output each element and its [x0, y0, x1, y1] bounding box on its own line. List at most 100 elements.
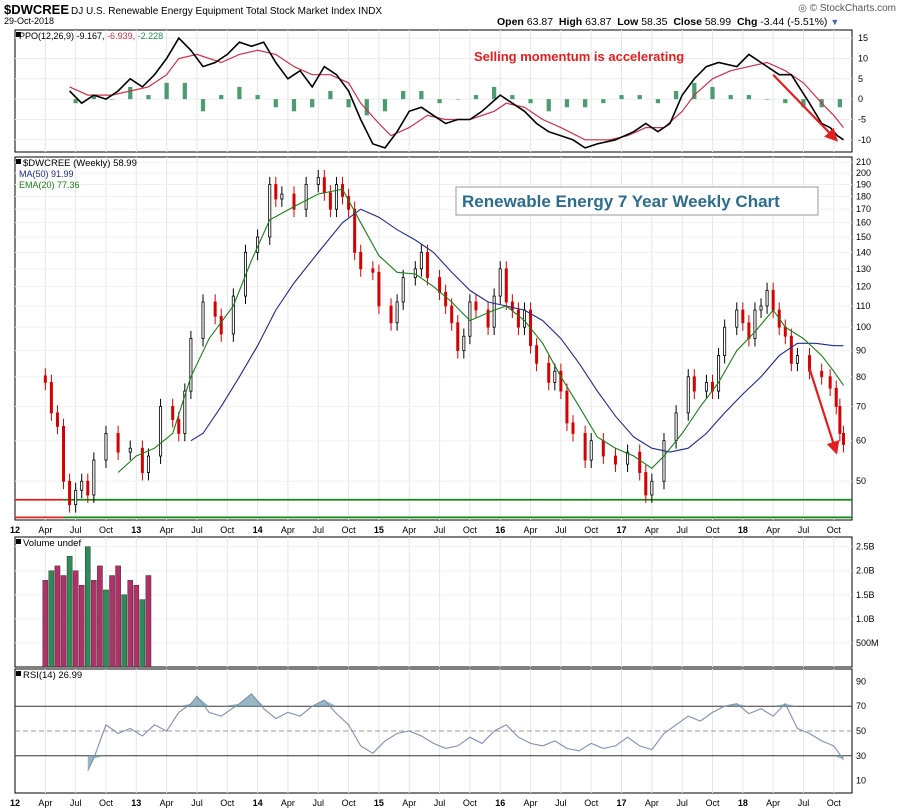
candle-body — [650, 480, 654, 496]
price-tick-label: 130 — [856, 264, 871, 274]
candle-body — [789, 335, 793, 364]
ppo-histogram-bar — [692, 82, 697, 100]
watermark: ◎ © StockCharts.com — [798, 3, 896, 14]
candle-body — [583, 433, 587, 461]
candle-body — [571, 422, 575, 434]
bottom-time-axis-label: 14 — [253, 798, 263, 808]
stockcharts-logo-icon: ◎ — [798, 3, 807, 14]
candle-body — [43, 375, 47, 383]
ppo-histogram-bar — [401, 91, 406, 100]
ppo-histogram-bar — [291, 99, 297, 112]
time-axis-label: Jul — [555, 525, 567, 535]
time-axis-label: Oct — [705, 525, 720, 535]
time-axis-label: 14 — [253, 525, 263, 535]
volume-bar — [133, 584, 140, 668]
candle-body — [474, 301, 478, 311]
ppo-histogram-bar — [255, 95, 260, 100]
price-tick-label: 100 — [856, 322, 871, 332]
ppo-annotation: Selling momentum is accelerating — [474, 49, 684, 64]
price-tick-label: 190 — [856, 179, 871, 189]
candle-body — [759, 305, 763, 311]
ppo-histogram-bar — [673, 91, 679, 100]
candle-body — [292, 193, 296, 210]
bottom-time-axis-label: 18 — [738, 798, 748, 808]
ppo-panel-frame — [14, 29, 853, 153]
ppo-histogram-bar — [619, 95, 624, 100]
volume-bar — [91, 580, 97, 668]
candle-body — [771, 289, 775, 311]
time-axis-label: Apr — [645, 525, 659, 535]
rsi-overbought-fill — [196, 696, 210, 707]
candle-body — [535, 345, 539, 364]
candle-body — [553, 370, 557, 383]
time-axis-label: Oct — [584, 525, 599, 535]
price-legend-marker — [16, 159, 21, 164]
price-tick-label: 60 — [856, 436, 866, 446]
candle-body — [425, 251, 429, 278]
candle-body — [274, 184, 278, 200]
bottom-time-axis-label: Jul — [313, 798, 325, 808]
candle-body — [268, 184, 272, 238]
time-axis-label: Jul — [676, 525, 688, 535]
bottom-time-axis-label: Apr — [766, 798, 780, 808]
candle-body — [92, 459, 96, 496]
ppo-tick-label: 15 — [858, 33, 868, 43]
candle-body — [353, 208, 357, 253]
candle-body — [219, 315, 223, 335]
candle-body — [589, 440, 593, 461]
volume-bar — [78, 584, 85, 668]
volume-tick-label: 2.5B — [856, 542, 875, 552]
time-axis-label: Jul — [191, 525, 203, 535]
ppo-histogram-bar — [728, 95, 733, 100]
ppo-histogram-bar — [601, 99, 606, 104]
candle-body — [438, 277, 442, 293]
ppo-tick-label: -5 — [858, 114, 866, 124]
candle-body — [104, 433, 108, 461]
candle-body — [395, 301, 399, 324]
bottom-time-axis-label: Apr — [402, 798, 416, 808]
candle-body — [547, 362, 551, 383]
ppo-histogram-bar — [109, 99, 115, 100]
bottom-time-axis-label: Oct — [584, 798, 599, 808]
chevron-down-icon[interactable]: ▼ — [830, 17, 840, 27]
candle-body — [686, 376, 690, 414]
candle-body — [316, 177, 320, 185]
ppo-histogram-bar — [419, 91, 424, 100]
candle-body — [68, 480, 72, 506]
ppo-histogram-bar — [346, 99, 351, 108]
volume-bar — [42, 580, 49, 668]
ppo-legend: PPO(12,26,9) -9.167, -6.939, -2.228 — [19, 31, 163, 41]
candle-body — [359, 251, 363, 270]
candle-body — [177, 419, 181, 434]
candle-body — [450, 305, 454, 324]
candle-body — [304, 184, 308, 210]
candle-body — [601, 440, 605, 457]
volume-bar — [139, 599, 146, 668]
candle-body — [62, 425, 66, 482]
rsi-overbought-fill — [773, 703, 786, 707]
candle-body — [838, 406, 842, 434]
price-tick-label: 50 — [856, 476, 866, 486]
candle-body — [280, 193, 284, 200]
quote-summary: Open 63.87 High 63.87 Low 58.35 Close 58… — [497, 16, 840, 28]
rsi-overbought-fill — [221, 703, 240, 707]
candle-body — [80, 480, 84, 491]
ppo-histogram-bar — [73, 99, 78, 104]
bottom-time-axis-label: 13 — [131, 798, 141, 808]
ppo-histogram-bar — [710, 86, 715, 100]
ppo-histogram-bar — [146, 95, 151, 100]
rsi-line — [87, 693, 844, 771]
volume-bar — [72, 570, 79, 668]
candle-body — [231, 295, 235, 335]
ppo-tick-label: 10 — [858, 53, 868, 63]
volume-bar — [60, 575, 67, 668]
candle-body — [49, 381, 53, 414]
volume-bar — [66, 556, 73, 668]
price-tick-label: 150 — [856, 232, 871, 242]
candle-body — [783, 326, 787, 337]
time-axis-label: Oct — [463, 525, 478, 535]
candle-body — [498, 268, 502, 297]
bottom-time-axis-label: Apr — [524, 798, 538, 808]
chart-title-box — [455, 186, 819, 216]
volume-bar — [145, 575, 152, 668]
